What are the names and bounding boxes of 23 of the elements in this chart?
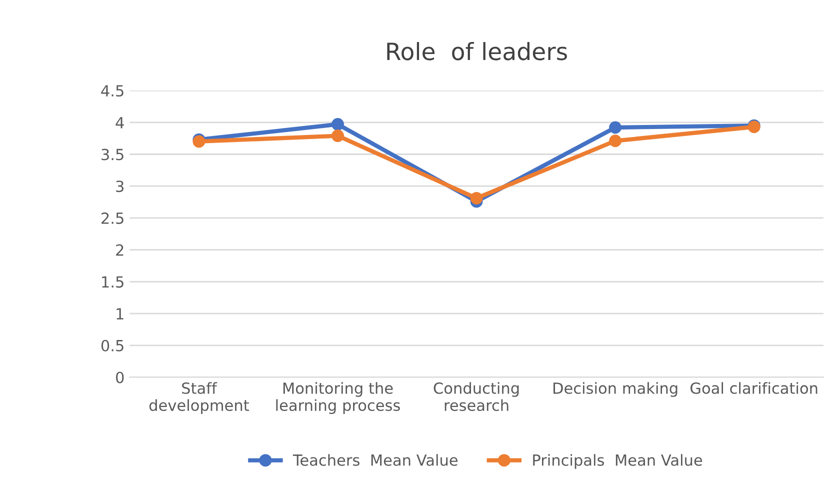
x-tick-label: Conducting research — [434, 382, 519, 412]
x-tick-label: Monitoring the learning process — [276, 382, 400, 414]
legend-label: Teachers Mean Value — [292, 454, 458, 466]
y-tick-label: 2.5 — [102, 212, 124, 224]
y-tick-label: 0.5 — [101, 340, 124, 352]
point — [331, 118, 344, 131]
y-tick-label: 2 — [116, 244, 124, 256]
point — [609, 121, 622, 134]
x-tick-label: Goal clarification — [690, 382, 818, 394]
x-tick-label: Staff development — [149, 382, 249, 414]
y-tick-label: 1 — [116, 308, 124, 320]
chart-title: Role of leaders — [387, 42, 567, 60]
y-tick-label: 0 — [116, 372, 124, 384]
legend-label: Principals Mean Value — [533, 454, 702, 469]
point — [331, 130, 344, 142]
y-tick-label: 1.5 — [102, 276, 124, 288]
y-tick-label: 4 — [116, 117, 124, 128]
y-tick-label: 4.5 — [101, 85, 124, 97]
point — [609, 134, 622, 148]
y-tick-label: 3.5 — [102, 148, 124, 160]
y-tick-label: 3 — [116, 180, 124, 192]
point — [470, 192, 483, 204]
x-tick-label: Decision making — [553, 382, 678, 397]
